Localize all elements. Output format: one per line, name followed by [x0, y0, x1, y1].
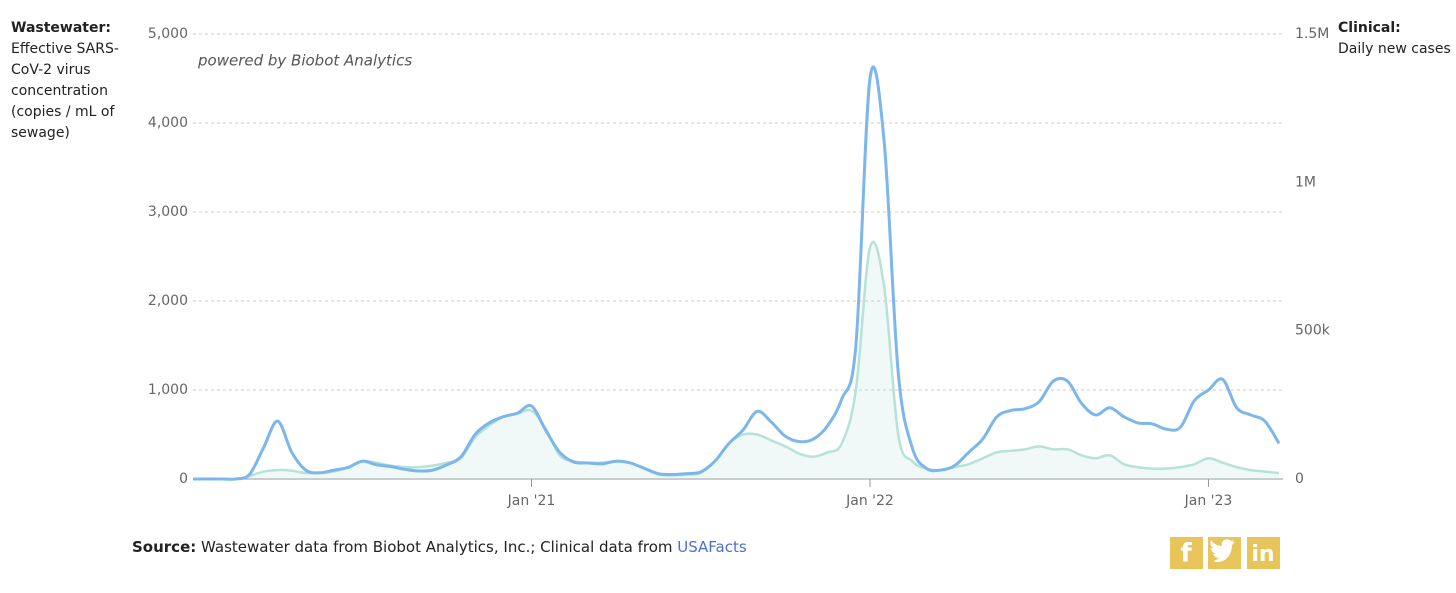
- series-area: [193, 241, 1279, 480]
- source-text: Wastewater data from Biobot Analytics, I…: [201, 538, 673, 556]
- y-tick-label: 2,000: [148, 293, 188, 309]
- y-tick-label: 5,000: [148, 26, 188, 42]
- facebook-icon: f: [1180, 539, 1192, 569]
- y2-tick-label: 500k: [1295, 323, 1331, 339]
- axis-text: Effective SARS-CoV-2 virus concentration…: [11, 41, 119, 141]
- twitter-icon: [1210, 539, 1235, 562]
- source-label: Source:: [132, 538, 197, 556]
- linkedin-icon: in: [1251, 542, 1274, 567]
- series-line: [192, 65, 1281, 481]
- x-tick-label: Jan '23: [1184, 493, 1233, 509]
- annotation: powered by Biobot Analytics: [197, 52, 412, 70]
- y2-tick-label: 0: [1295, 471, 1304, 487]
- right-axis-title: Clinical: Daily new cases: [1338, 18, 1454, 60]
- linkedin-button[interactable]: [1247, 537, 1280, 569]
- x-tick-label: Jan '22: [845, 493, 894, 509]
- y-tick-label: 0: [179, 471, 188, 487]
- series-line: [192, 240, 1280, 481]
- y-tick-label: 4,000: [148, 115, 188, 131]
- facebook-button[interactable]: [1170, 537, 1203, 569]
- left-axis-title: Wastewater: Effective SARS-CoV-2 virus c…: [11, 18, 129, 144]
- share-icons: f in: [1170, 537, 1280, 569]
- y-tick-label: 1,000: [148, 382, 188, 398]
- x-tick-label: Jan '21: [507, 493, 556, 509]
- axis-text: Daily new cases: [1338, 41, 1451, 57]
- y-tick-label: 3,000: [148, 204, 188, 220]
- y2-tick-label: 1M: [1295, 174, 1316, 190]
- axis-heading: Clinical:: [1338, 20, 1401, 36]
- y2-tick-label: 1.5M: [1295, 26, 1329, 42]
- axis-heading: Wastewater:: [11, 20, 111, 36]
- source: Source: Wastewater data from Biobot Anal…: [132, 538, 747, 556]
- source-link[interactable]: USAFacts: [677, 538, 747, 556]
